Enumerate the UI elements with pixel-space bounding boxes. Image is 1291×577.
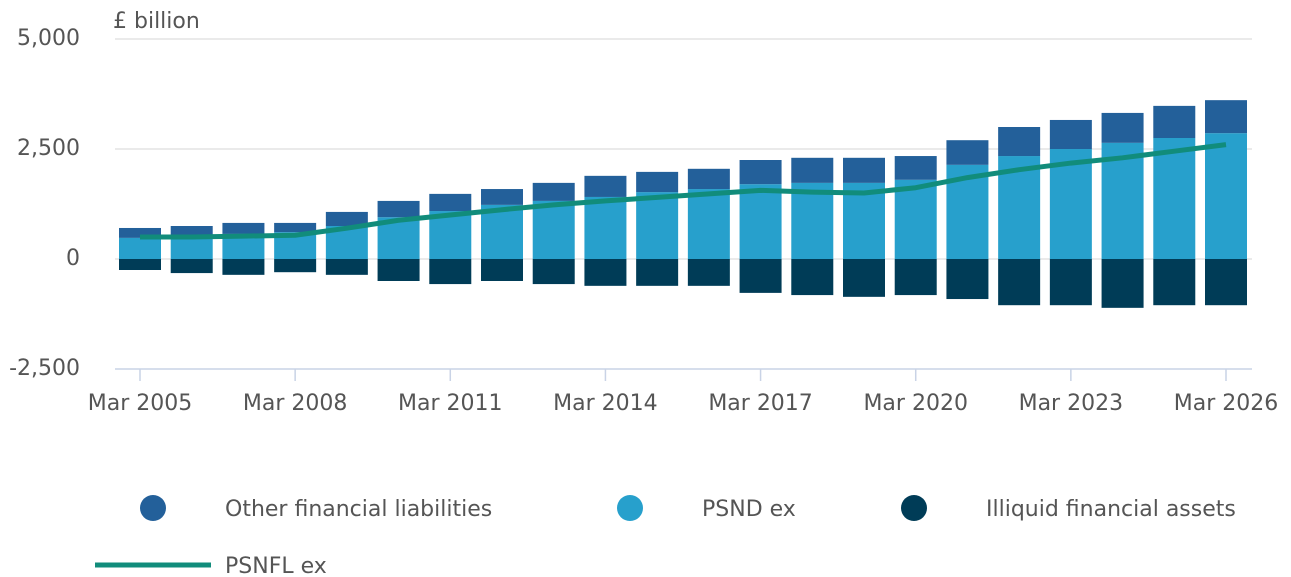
y-tick-label: -2,500 <box>9 356 80 381</box>
bar <box>843 157 885 183</box>
bar <box>222 222 265 234</box>
legend-swatch <box>140 495 166 521</box>
bar <box>843 182 885 259</box>
bar <box>532 182 575 201</box>
bar <box>532 200 575 259</box>
bar <box>222 259 265 275</box>
bar <box>377 259 420 281</box>
legend-label: Other financial liabilities <box>225 497 492 522</box>
bar <box>584 175 627 197</box>
bar <box>1101 259 1144 308</box>
bar <box>325 211 368 226</box>
line <box>140 142 1227 240</box>
y-tick-label: 2,500 <box>17 136 80 161</box>
y-tick-label: 5,000 <box>17 26 80 51</box>
bar <box>791 157 834 183</box>
bar <box>429 193 472 212</box>
x-tick-label: Mar 2008 <box>243 391 348 416</box>
bar <box>687 189 730 259</box>
bar <box>1205 259 1247 306</box>
bar <box>1049 119 1092 149</box>
bar <box>636 192 679 259</box>
bar <box>791 259 834 296</box>
bar <box>481 259 523 281</box>
bar <box>739 160 782 185</box>
bar <box>1153 259 1196 306</box>
legend-swatch <box>617 495 643 521</box>
bar <box>170 259 213 274</box>
bar <box>274 222 317 233</box>
bar <box>843 259 885 297</box>
bar <box>998 127 1041 157</box>
bar <box>1153 138 1196 259</box>
bar <box>1205 133 1247 259</box>
bar <box>1101 112 1144 143</box>
bar <box>791 182 834 259</box>
x-tick-label: Mar 2023 <box>1019 391 1124 416</box>
bar <box>119 259 161 270</box>
bar <box>739 184 782 259</box>
bar <box>170 236 213 259</box>
bar <box>998 259 1041 306</box>
bar <box>274 259 317 273</box>
bar <box>739 259 782 293</box>
bar <box>119 227 161 238</box>
bar <box>894 259 937 296</box>
bar <box>687 259 730 286</box>
bar <box>636 259 679 286</box>
bar <box>687 168 730 190</box>
legend-label: PSND ex <box>702 497 796 522</box>
bar <box>1205 100 1247 134</box>
bar <box>584 196 627 259</box>
bar <box>636 171 679 193</box>
bar <box>894 156 937 180</box>
x-tick-label: Mar 2017 <box>708 391 813 416</box>
bar <box>170 226 213 237</box>
bar <box>894 179 937 259</box>
bar <box>1101 142 1144 259</box>
bar <box>119 237 161 259</box>
x-tick-label: Mar 2014 <box>553 391 658 416</box>
bar <box>1049 259 1092 306</box>
bar <box>584 259 627 286</box>
bar <box>481 189 523 205</box>
legend-label: PSNFL ex <box>225 554 327 577</box>
bar <box>532 259 575 285</box>
bar <box>325 259 368 275</box>
y-tick-label: 0 <box>66 246 80 271</box>
bar <box>1153 105 1196 138</box>
legend-label: Illiquid financial assets <box>986 497 1236 522</box>
bar <box>946 140 989 165</box>
x-tick-label: Mar 2020 <box>863 391 968 416</box>
y-axis-label: £ billion <box>113 9 200 34</box>
bar <box>377 200 420 218</box>
x-tick-label: Mar 2011 <box>398 391 503 416</box>
bar <box>946 259 989 300</box>
bar <box>429 211 472 259</box>
bar <box>481 204 523 259</box>
x-tick-label: Mar 2026 <box>1174 391 1279 416</box>
bar <box>429 259 472 285</box>
x-tick-label: Mar 2005 <box>88 391 193 416</box>
legend-swatch <box>901 495 927 521</box>
